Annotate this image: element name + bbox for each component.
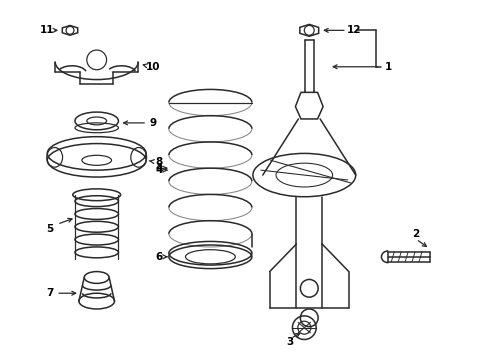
- Text: 5: 5: [46, 224, 54, 234]
- Text: 4: 4: [155, 165, 163, 175]
- Text: 7: 7: [46, 288, 54, 298]
- Text: 6: 6: [155, 252, 163, 262]
- Text: 3: 3: [285, 337, 292, 347]
- Text: 4: 4: [155, 163, 163, 173]
- Text: 2: 2: [411, 229, 419, 239]
- Text: 12: 12: [346, 25, 360, 35]
- Text: 11: 11: [40, 25, 54, 35]
- Text: 8: 8: [155, 157, 163, 167]
- Text: 9: 9: [149, 118, 156, 128]
- Text: 1: 1: [384, 62, 391, 72]
- Text: 10: 10: [145, 62, 160, 72]
